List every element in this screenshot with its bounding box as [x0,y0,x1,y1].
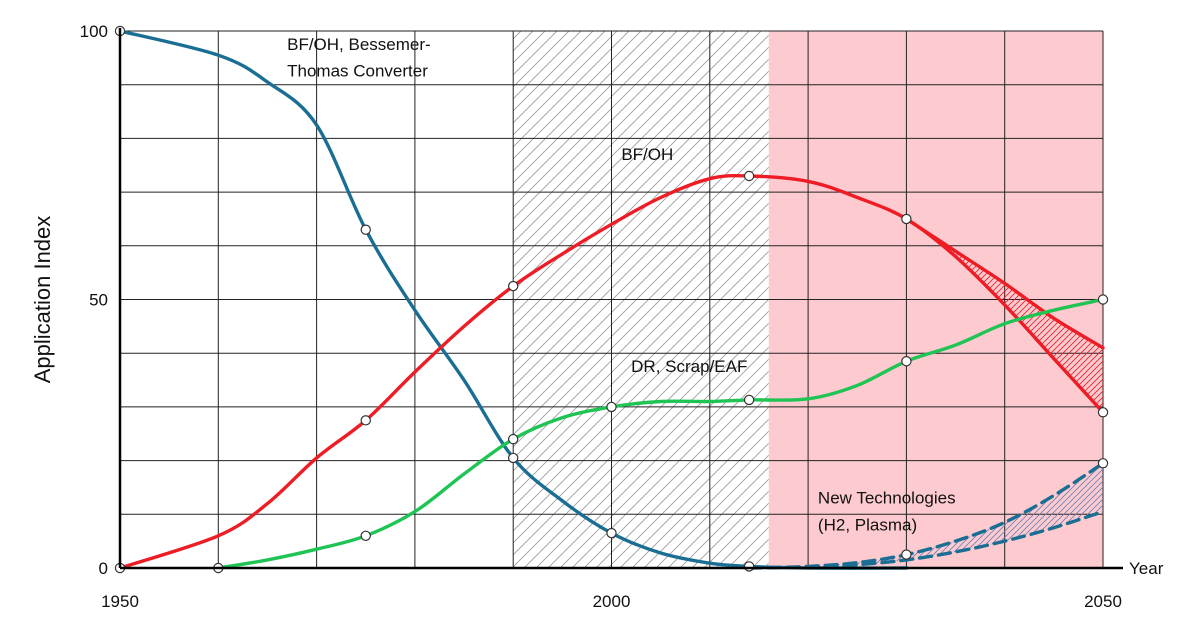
data-point [1097,407,1109,418]
data-point [901,549,912,560]
data-point [901,213,912,225]
data-point [901,356,912,367]
x-tick-label: 2000 [593,592,631,611]
data-point [1097,458,1109,469]
newtech-range-fill [749,463,1103,568]
series-annotation: DR, Scrap/EAF [631,357,747,376]
data-point [508,452,519,464]
series-line-1 [118,173,1105,570]
data-point [360,415,371,426]
series-annotation: Thomas Converter [287,62,428,81]
data-point [606,401,617,413]
data-point [360,224,371,235]
series-annotation: BF/OH, Bessemer- [287,35,431,54]
data-point [508,280,519,292]
data-point [606,527,617,539]
y-axis-title: Application Index [30,216,55,384]
y-tick-label: 50 [89,291,108,310]
labels: 1950 2000 2050 0 50 100 Application Index Year B… [30,22,1164,611]
data-point [743,170,755,182]
x-tick-label: 1950 [101,592,139,611]
series-annotation: BF/OH [621,145,673,164]
data-point [743,394,755,406]
x-axis-title: Year [1129,559,1164,578]
axes [118,28,1123,570]
data-markers [114,25,1109,574]
series-annotation: New Technologies [818,489,956,508]
data-point [1097,294,1109,305]
series-line-2 [904,217,1105,350]
grid [120,30,1104,568]
series-annotation: (H2, Plasma) [818,515,917,534]
x-tick-label: 2050 [1084,592,1122,611]
range-fills [749,218,1103,568]
data-point [508,433,519,445]
series-line-0 [118,29,909,570]
y-tick-label: 100 [80,22,108,41]
data-point [360,530,371,541]
data-point [743,561,755,572]
y-tick-label: 0 [99,559,108,578]
